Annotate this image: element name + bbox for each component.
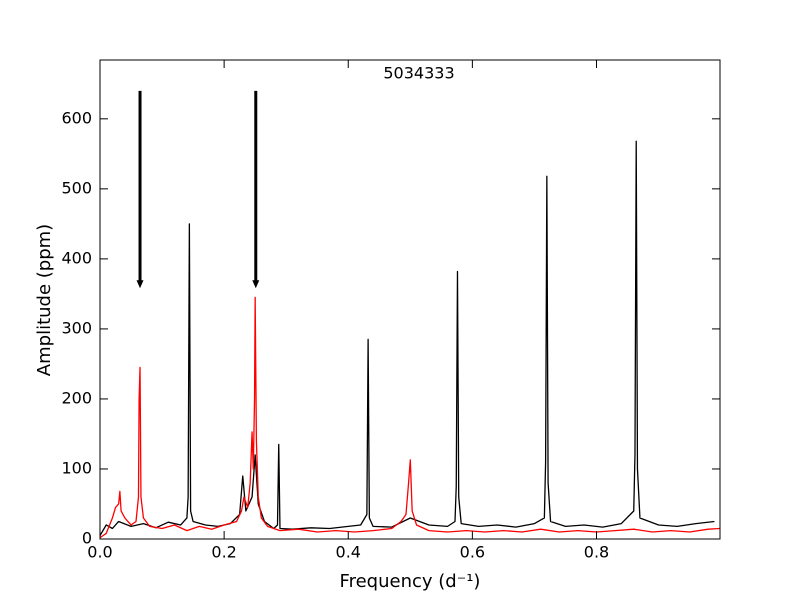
chart-title: 5034333 [383, 64, 454, 83]
x-tick-label: 0.2 [211, 543, 236, 562]
arrow-head [136, 280, 144, 289]
x-tick-label: 0.4 [336, 543, 361, 562]
y-tick-label: 100 [61, 458, 92, 477]
x-tick-label: 0.6 [460, 543, 485, 562]
y-tick-label: 400 [61, 248, 92, 267]
y-tick-label: 200 [61, 388, 92, 407]
x-axis-label: Frequency (d⁻¹) [340, 571, 481, 592]
y-axis-label: Amplitude (ppm) [34, 224, 55, 376]
series-line [100, 140, 715, 536]
y-tick-label: 500 [61, 178, 92, 197]
arrow-head [252, 280, 260, 289]
y-tick-label: 300 [61, 318, 92, 337]
x-tick-label: 0.8 [584, 543, 609, 562]
y-tick-label: 600 [61, 108, 92, 127]
x-tick-label: 0.0 [87, 543, 112, 562]
plot-frame [99, 59, 721, 540]
series-line [100, 296, 720, 539]
y-tick-label: 0 [82, 529, 92, 548]
